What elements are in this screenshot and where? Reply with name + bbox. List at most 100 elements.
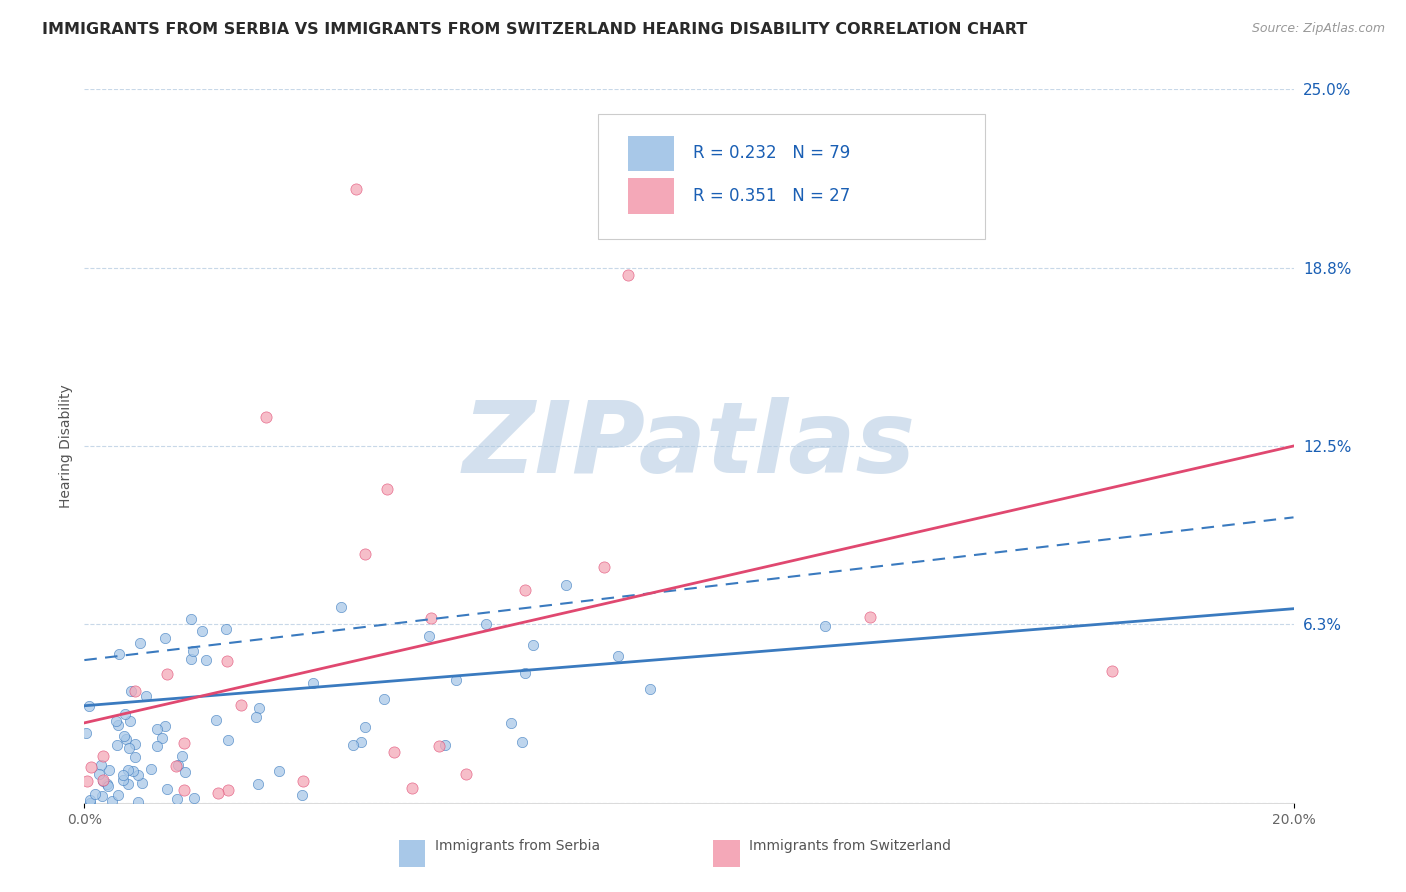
Point	[76, 774, 98, 789]
Point	[79, 698, 101, 713]
Point	[301, 676, 323, 690]
FancyBboxPatch shape	[599, 114, 986, 239]
Point	[513, 582, 536, 597]
Point	[139, 762, 162, 776]
Point	[617, 268, 640, 282]
Point	[217, 783, 239, 797]
Point	[79, 793, 101, 807]
Point	[1101, 665, 1123, 679]
Point	[87, 767, 110, 781]
Point	[292, 774, 315, 789]
Point	[166, 757, 188, 772]
Point	[180, 652, 202, 666]
Point	[245, 709, 267, 723]
Point	[350, 734, 373, 748]
Point	[90, 757, 112, 772]
Point	[97, 779, 120, 793]
Point	[205, 713, 228, 727]
Point	[267, 764, 290, 778]
Point	[191, 624, 214, 638]
Point	[91, 772, 114, 787]
Text: Source: ZipAtlas.com: Source: ZipAtlas.com	[1251, 22, 1385, 36]
Point	[475, 617, 498, 632]
Point	[382, 745, 405, 759]
Point	[124, 749, 146, 764]
Point	[120, 714, 142, 728]
Point	[434, 739, 457, 753]
Point	[107, 738, 129, 752]
Point	[91, 749, 114, 764]
Point	[173, 736, 195, 750]
Point	[291, 789, 314, 803]
Point	[217, 733, 239, 747]
Point	[124, 737, 146, 751]
Point	[454, 767, 477, 781]
Point	[90, 789, 112, 803]
Point	[93, 774, 115, 789]
Point	[83, 787, 105, 801]
Point	[499, 715, 522, 730]
Point	[217, 654, 239, 668]
Point	[117, 763, 139, 777]
Point	[115, 732, 138, 747]
Point	[131, 775, 153, 789]
Text: R = 0.232   N = 79: R = 0.232 N = 79	[693, 145, 849, 162]
Point	[107, 788, 129, 802]
Point	[330, 600, 353, 615]
Point	[112, 768, 135, 782]
FancyBboxPatch shape	[628, 136, 675, 171]
Point	[607, 648, 630, 663]
Point	[172, 748, 194, 763]
Point	[354, 720, 377, 734]
Point	[247, 777, 270, 791]
Point	[127, 768, 149, 782]
Point	[342, 739, 364, 753]
Point	[254, 410, 277, 425]
Point	[98, 763, 121, 777]
Point	[166, 792, 188, 806]
Point	[638, 681, 661, 696]
Point	[444, 673, 467, 687]
Point	[375, 482, 398, 496]
Point	[183, 790, 205, 805]
Point	[420, 611, 443, 625]
Point	[180, 611, 202, 625]
Point	[79, 796, 101, 810]
Point	[346, 182, 368, 196]
Point	[215, 623, 238, 637]
Point	[127, 796, 149, 810]
Point	[165, 759, 187, 773]
FancyBboxPatch shape	[713, 840, 740, 867]
Point	[174, 765, 197, 780]
Point	[401, 780, 423, 795]
Point	[112, 729, 135, 743]
Point	[156, 782, 179, 797]
Point	[146, 723, 169, 737]
Point	[418, 629, 440, 643]
Text: Immigrants from Switzerland: Immigrants from Switzerland	[749, 838, 952, 853]
Point	[150, 731, 173, 745]
Point	[156, 666, 179, 681]
Point	[592, 559, 614, 574]
Point	[207, 786, 229, 800]
Point	[100, 794, 122, 808]
Point	[135, 689, 157, 703]
Point	[427, 739, 450, 754]
Point	[117, 777, 139, 791]
Y-axis label: Hearing Disability: Hearing Disability	[59, 384, 73, 508]
Text: R = 0.351   N = 27: R = 0.351 N = 27	[693, 187, 849, 205]
FancyBboxPatch shape	[399, 840, 426, 867]
Point	[122, 764, 145, 778]
Point	[510, 735, 533, 749]
Point	[129, 636, 152, 650]
Point	[146, 739, 169, 753]
Point	[373, 691, 395, 706]
Point	[96, 777, 118, 791]
Point	[111, 773, 134, 788]
Point	[118, 740, 141, 755]
Point	[80, 760, 103, 774]
Point	[153, 631, 176, 645]
Text: Immigrants from Serbia: Immigrants from Serbia	[434, 838, 600, 853]
Point	[124, 683, 146, 698]
Point	[75, 726, 97, 740]
